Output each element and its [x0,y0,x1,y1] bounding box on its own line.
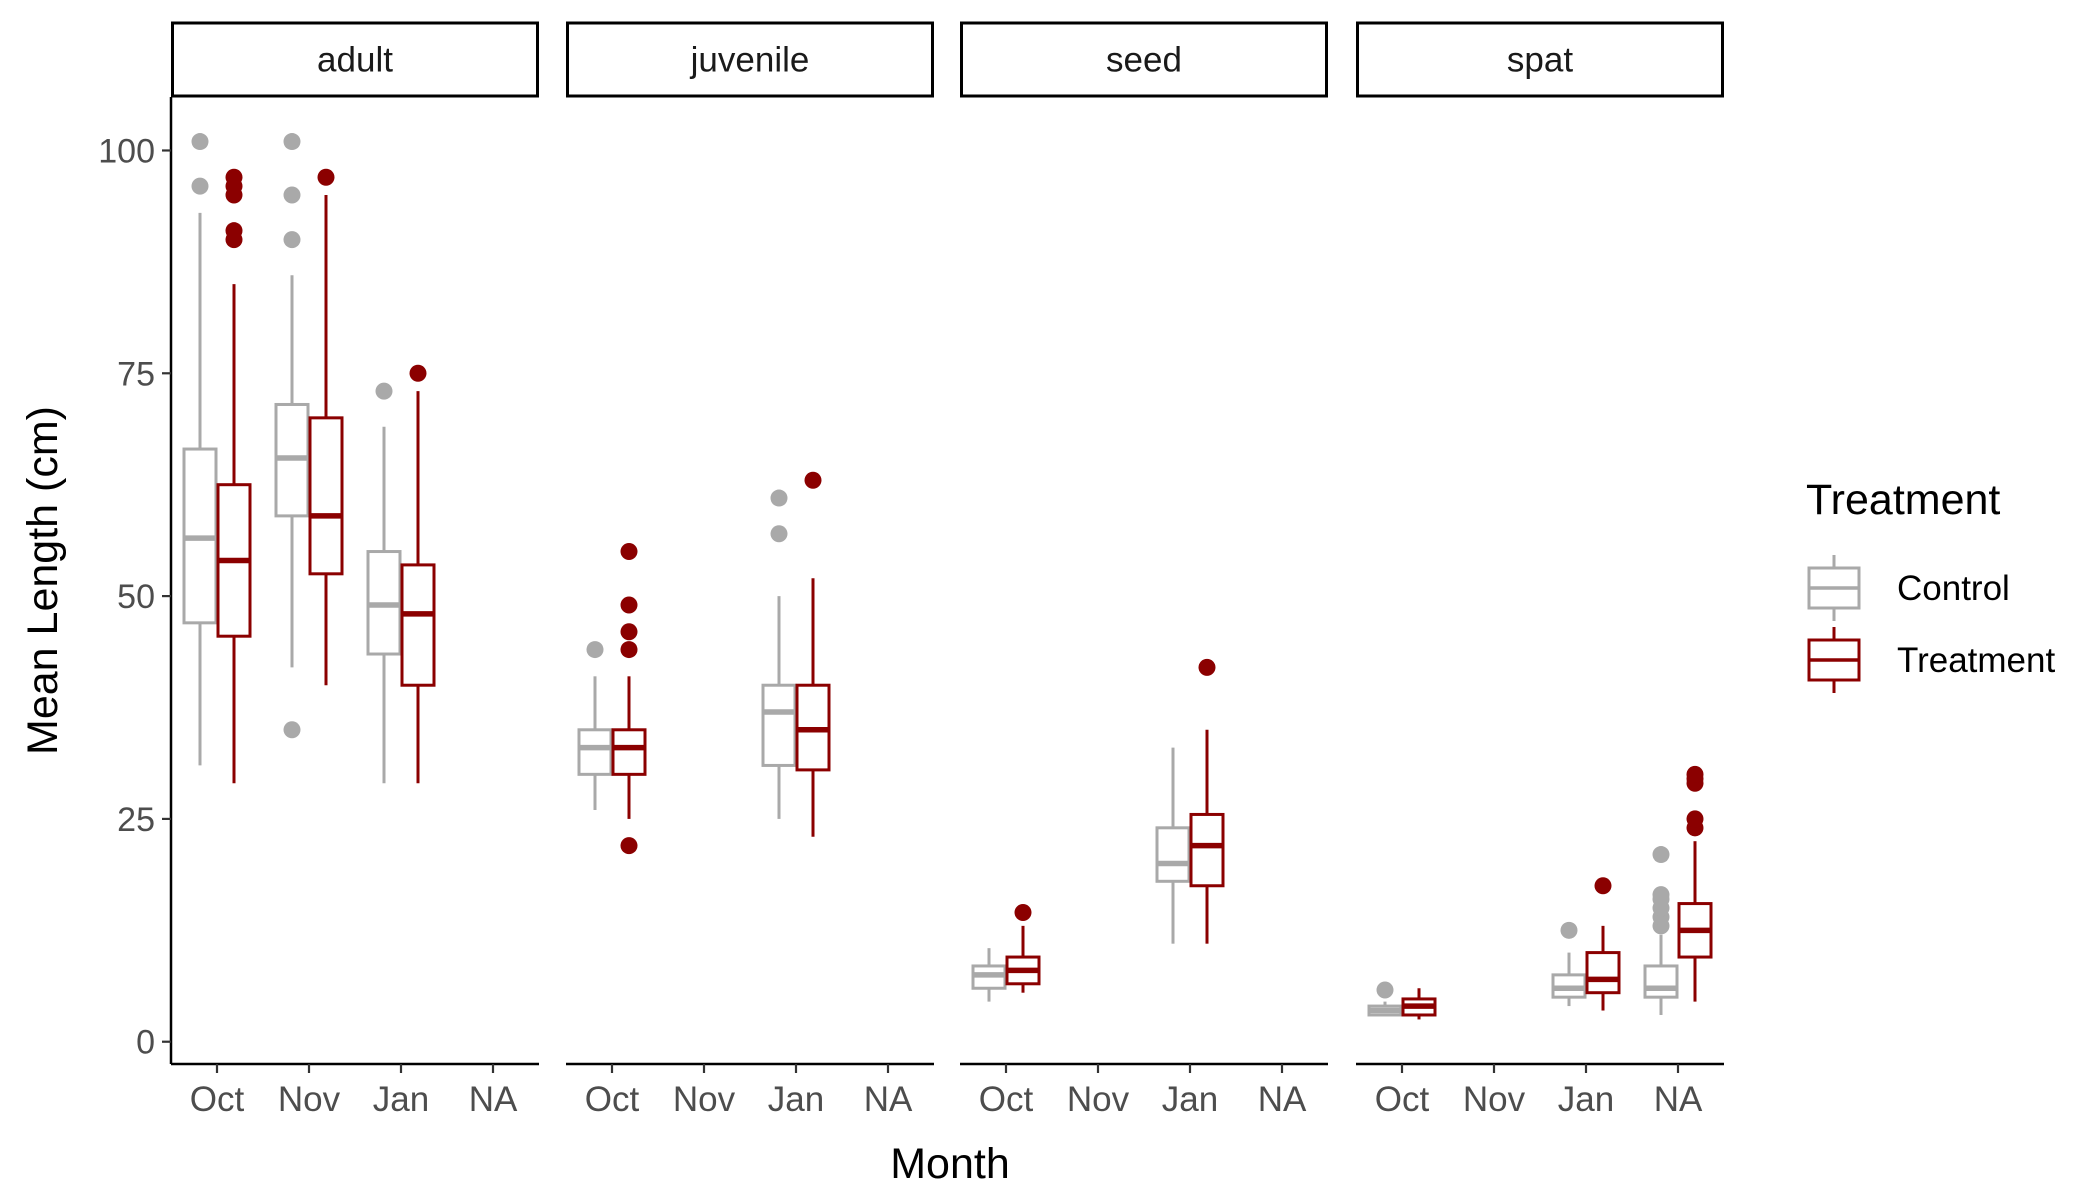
x-tick-label: Nov [673,1080,736,1119]
x-tick-label: Jan [1162,1080,1218,1119]
outlier-point [770,525,788,543]
outlier-point [770,489,788,507]
box-body [1155,826,1191,883]
outlier-point [1652,846,1670,864]
box-body [1643,964,1679,999]
x-tick-label: NA [469,1080,518,1119]
x-tick-label: NA [1654,1080,1703,1119]
outlier-point [620,623,638,641]
facet-strip-juvenile [566,21,934,98]
outlier-point [283,231,301,249]
outlier-point [804,471,822,489]
x-tick-label: Oct [979,1080,1034,1119]
box-body [1189,812,1225,888]
x-tick-label: NA [864,1080,913,1119]
facet-strip-label: spat [1507,41,1573,80]
outlier-point [620,837,638,855]
box-body [400,563,436,687]
y-tick-label: 25 [117,801,155,839]
outlier-point [1652,886,1670,904]
outlier-point [1686,765,1704,783]
outlier-point [317,168,335,186]
legend-label-treatment: Treatment [1897,641,2055,680]
outlier-point [1198,658,1216,676]
outlier-point [283,133,301,151]
legend-title: Treatment [1806,476,2000,524]
facet-strip-seed [960,21,1328,98]
facet-strip-spat [1356,21,1724,98]
outlier-point [283,721,301,739]
x-tick-label: Jan [768,1080,824,1119]
x-tick-label: Nov [278,1080,341,1119]
x-tick-label: Oct [585,1080,640,1119]
outlier-point [1686,810,1704,828]
x-axis-title: Month [890,1140,1010,1188]
outlier-point [1014,903,1032,921]
outlier-point [1560,921,1578,939]
box-body [761,683,797,767]
x-tick-label: Jan [373,1080,429,1119]
y-tick-label: 0 [136,1024,155,1062]
facet-strip-label: adult [317,41,393,80]
legend-label-control: Control [1897,569,2010,608]
y-tick-label: 75 [117,355,155,393]
box-body [308,416,344,576]
x-tick-label: Nov [1067,1080,1130,1119]
box-body [611,728,647,776]
outlier-point [409,364,427,382]
outlier-point [1376,981,1394,999]
outlier-point [191,133,209,151]
facet-strip-label: juvenile [690,41,810,80]
x-tick-label: Oct [1375,1080,1430,1119]
x-tick-label: Jan [1558,1080,1614,1119]
outlier-point [1594,877,1612,895]
outlier-point [375,382,393,400]
outlier-point [225,222,243,240]
outlier-point [620,641,638,659]
x-tick-label: NA [1258,1080,1307,1119]
outlier-point [620,596,638,614]
outlier-point [191,177,209,195]
outlier-point [225,168,243,186]
y-axis-title: Mean Length (cm) [19,406,67,755]
outlier-point [620,543,638,561]
box-body [577,728,613,776]
y-tick-label: 50 [117,578,155,616]
facet-strip-adult [171,21,539,98]
outlier-point [283,186,301,204]
x-tick-label: Nov [1463,1080,1526,1119]
outlier-point [586,641,604,659]
y-tick-label: 100 [98,132,155,170]
x-tick-label: Oct [190,1080,245,1119]
box-body [1585,951,1621,995]
facet-strip-label: seed [1106,41,1182,80]
